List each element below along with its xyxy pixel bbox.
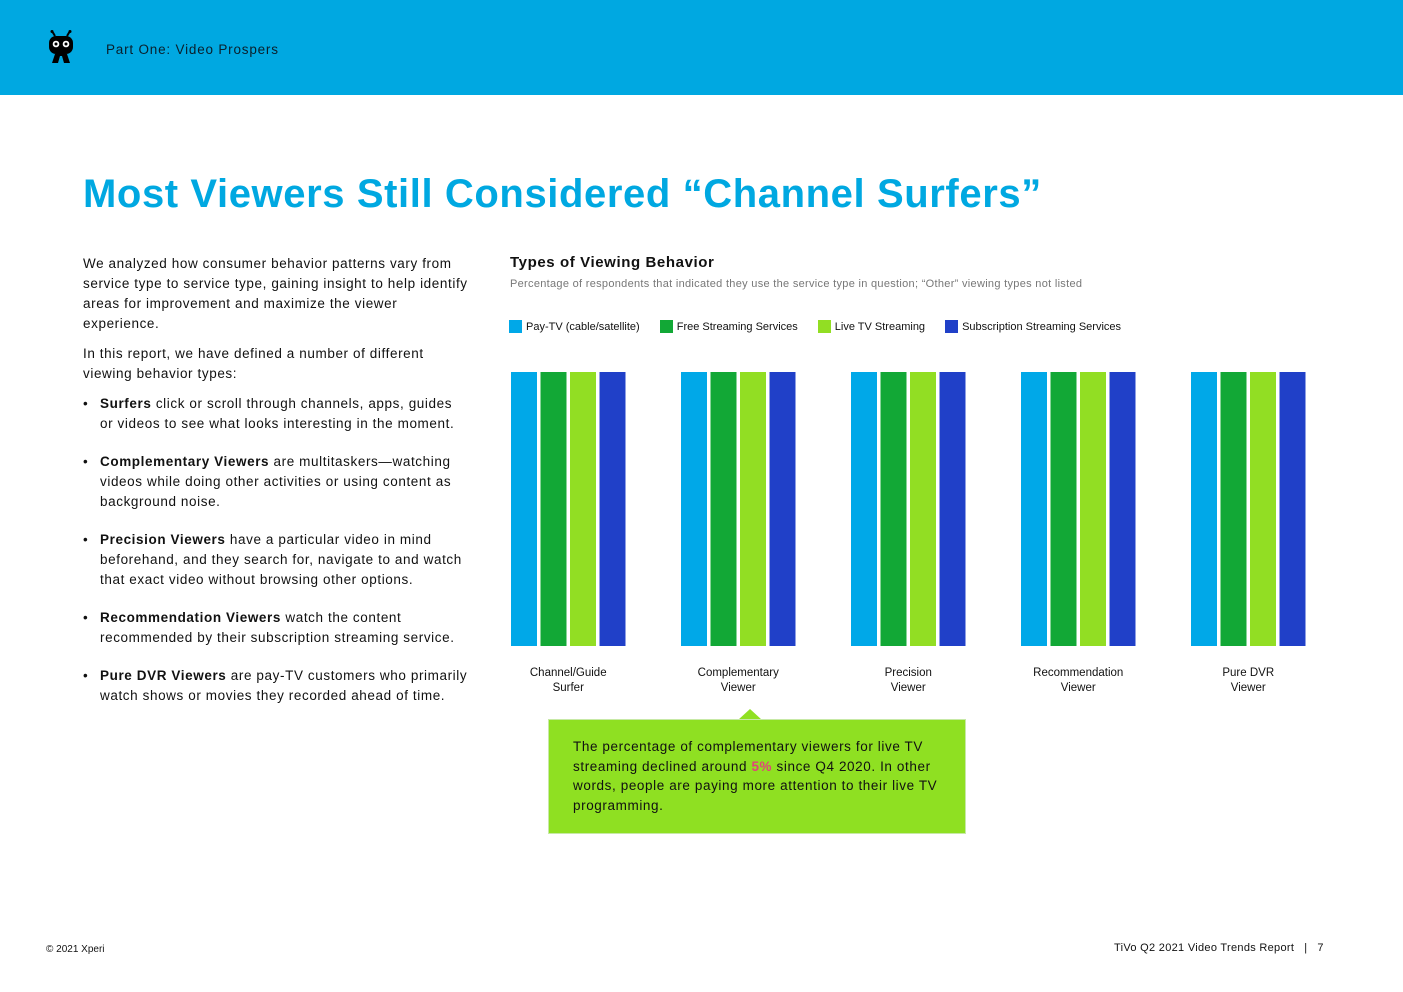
viewer-type-description: click or scroll through channels, apps, … xyxy=(100,396,455,431)
viewer-type-list: Surfers click or scroll through channels… xyxy=(83,394,468,706)
viewer-type-term: Recommendation Viewers xyxy=(100,610,282,625)
report-name: TiVo Q2 2021 Video Trends Report xyxy=(1114,942,1295,954)
legend-item: Pay-TV (cable/satellite) xyxy=(509,320,640,333)
legend-swatch-pay-tv xyxy=(509,320,522,333)
legend-label: Live TV Streaming xyxy=(834,320,926,333)
chart-legend: Pay-TV (cable/satellite) Free Streaming … xyxy=(509,320,1121,333)
page-header: Part One: Video Prospers xyxy=(0,0,1403,95)
callout-box: The percentage of complementary viewers … xyxy=(548,719,966,834)
list-item: Recommendation Viewers watch the content… xyxy=(83,608,468,648)
legend-label: Pay-TV (cable/satellite) xyxy=(526,320,640,333)
bar-1-4 xyxy=(599,372,626,646)
legend-item: Free Streaming Services xyxy=(659,320,798,333)
category-label: Complementary Viewer xyxy=(698,667,779,694)
bar-3-2 xyxy=(880,372,907,646)
list-item: Pure DVR Viewers are pay-TV customers wh… xyxy=(83,666,468,706)
category-label: Channel/Guide Surfer xyxy=(530,667,607,694)
legend-item: Live TV Streaming xyxy=(817,320,926,333)
legend-swatch-subscription xyxy=(945,320,959,333)
callout-text: The percentage of complementary viewers … xyxy=(573,739,923,774)
footer-copyright: © 2021 Xperi xyxy=(46,944,105,955)
footer-separator: | xyxy=(1304,942,1308,954)
list-item: Precision Viewers have a particular vide… xyxy=(83,530,468,590)
category-label: Pure DVR Viewer xyxy=(1222,667,1274,694)
category-label: Precision Viewer xyxy=(885,667,932,694)
page-number: 7 xyxy=(1317,942,1324,954)
bar-5-3 xyxy=(1250,372,1276,646)
callout-text: since Q4 2020. In other words, people ar… xyxy=(573,758,938,813)
chart-subtitle: Percentage of respondents that indicated… xyxy=(510,278,1083,290)
bar-4-3 xyxy=(1080,372,1106,646)
bar-4-1 xyxy=(1021,372,1047,646)
viewer-type-description: have a particular video in mind beforeha… xyxy=(100,532,462,587)
legend-swatch-free-streaming xyxy=(659,320,673,333)
bar-5-4 xyxy=(1279,372,1306,646)
intro-paragraph: We analyzed how consumer behavior patter… xyxy=(83,256,468,331)
chart-title: Types of Viewing Behavior xyxy=(510,254,715,271)
callout-highlight: 5% xyxy=(751,758,773,774)
bar-2-1 xyxy=(681,372,707,646)
bar-2-3 xyxy=(740,372,766,646)
viewer-type-term: Pure DVR Viewers xyxy=(100,668,227,683)
viewer-type-description: watch the content recommended by their s… xyxy=(100,610,455,645)
bar-2-4 xyxy=(769,372,796,646)
viewer-type-term: Surfers xyxy=(100,396,152,411)
bar-3-4 xyxy=(939,372,966,646)
legend-label: Subscription Streaming Services xyxy=(962,320,1122,333)
callout-pointer xyxy=(738,709,762,720)
bar-3-3 xyxy=(910,372,936,646)
intro-paragraph: In this report, we have defined a number… xyxy=(83,346,424,381)
bar-1-1 xyxy=(511,372,537,646)
viewer-type-description: are multitaskers—watching videos while d… xyxy=(100,454,452,509)
bar-5-1 xyxy=(1191,372,1217,646)
bar-5-2 xyxy=(1220,372,1247,646)
legend-swatch-live-tv xyxy=(817,320,831,333)
bar-4-4 xyxy=(1109,372,1136,646)
list-item: Complementary Viewers are multitaskers—w… xyxy=(83,452,468,512)
bar-1-2 xyxy=(540,372,567,646)
legend-item: Subscription Streaming Services xyxy=(945,320,1121,333)
viewer-type-term: Complementary Viewers xyxy=(100,454,270,469)
tivo-logo-icon xyxy=(49,30,73,63)
bar-1-3 xyxy=(570,372,596,646)
legend-label: Free Streaming Services xyxy=(676,320,798,333)
bar-4-2 xyxy=(1050,372,1077,646)
viewer-type-description: are pay-TV customers who primarily watch… xyxy=(100,668,468,703)
category-label: Recommendation Viewer xyxy=(1033,667,1123,694)
section-label: Part One: Video Prospers xyxy=(106,42,279,57)
bar-2-2 xyxy=(710,372,737,646)
list-item: Surfers click or scroll through channels… xyxy=(83,394,468,434)
bar-3-1 xyxy=(851,372,877,646)
viewer-type-term: Precision Viewers xyxy=(100,532,226,547)
page-title: Most Viewers Still Considered “Channel S… xyxy=(83,172,1042,216)
intro-text: We analyzed how consumer behavior patter… xyxy=(83,254,468,724)
viewing-behavior-bar-chart: Channel/Guide Surfer Complementary Viewer Pr… xyxy=(511,372,1306,694)
footer-report-info: TiVo Q2 2021 Video Trends Report | 7 xyxy=(1114,942,1324,954)
